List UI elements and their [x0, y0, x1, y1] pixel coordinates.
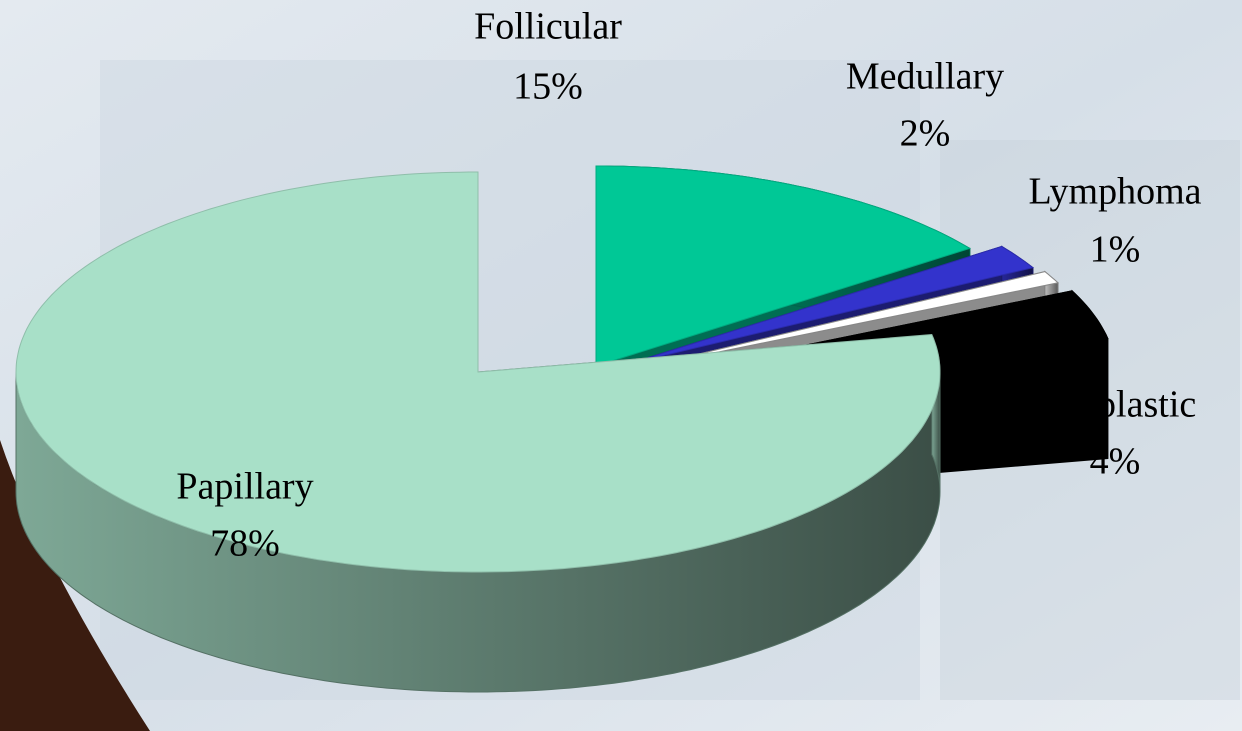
slice-value-label: 78% [210, 523, 280, 565]
corner-decoration [0, 440, 150, 731]
slice [627, 245, 1035, 365]
slice-label: Papillary [176, 466, 313, 508]
slice [15, 171, 941, 573]
slice-label: Follicular [474, 6, 622, 48]
slice-value-label: 4% [1090, 441, 1141, 483]
slice-value-label: 2% [900, 113, 951, 155]
slice [639, 271, 1060, 369]
slice-label: Anaplastic [1034, 384, 1197, 426]
slice-value-label: 1% [1090, 229, 1141, 271]
slice-label: Lymphoma [1028, 171, 1201, 213]
slice-value-label: 15% [513, 66, 583, 108]
slice-label: Medullary [846, 56, 1004, 98]
slice [595, 165, 972, 367]
